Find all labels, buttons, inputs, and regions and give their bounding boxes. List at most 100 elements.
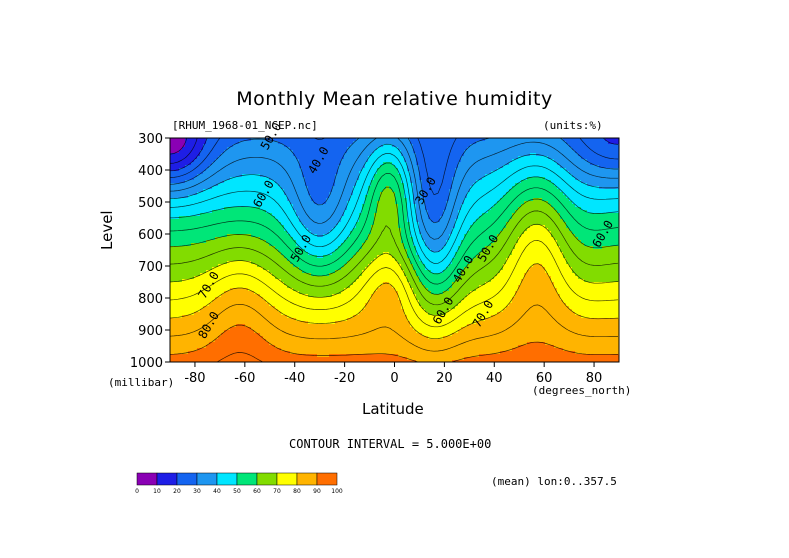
field-cell — [185, 180, 189, 184]
field-cell — [173, 147, 177, 151]
field-cell — [347, 306, 351, 310]
field-cell — [278, 210, 282, 214]
field-cell — [341, 177, 345, 181]
field-cell — [188, 315, 192, 319]
field-cell — [296, 222, 300, 226]
field-cell — [221, 288, 225, 292]
field-cell — [278, 186, 282, 190]
field-cell — [203, 216, 207, 220]
field-cell — [248, 192, 252, 196]
field-cell — [218, 267, 222, 271]
field-cell — [329, 336, 333, 340]
field-cell — [218, 210, 222, 214]
field-cell — [323, 306, 327, 310]
field-cell — [296, 264, 300, 268]
field-cell — [227, 360, 231, 362]
field-cell — [365, 333, 369, 337]
field-cell — [200, 138, 204, 142]
field-cell — [173, 138, 177, 142]
field-cell — [356, 249, 360, 253]
field-cell — [254, 186, 258, 190]
field-cell — [308, 174, 312, 178]
field-cell — [263, 288, 267, 292]
field-cell — [242, 345, 246, 349]
field-cell — [272, 330, 276, 334]
field-cell — [239, 159, 243, 163]
field-cell — [344, 189, 348, 193]
field-cell — [197, 273, 201, 277]
field-cell — [350, 138, 354, 142]
field-cell — [203, 282, 207, 286]
field-cell — [191, 204, 195, 208]
field-cell — [344, 306, 348, 310]
field-cell — [254, 330, 258, 334]
field-cell — [368, 147, 372, 151]
field-cell — [341, 285, 345, 289]
field-cell — [320, 264, 324, 268]
field-cell — [350, 357, 354, 361]
field-cell — [287, 321, 291, 325]
field-cell — [275, 192, 279, 196]
field-cell — [260, 228, 264, 232]
field-cell — [203, 357, 207, 361]
field-cell — [320, 243, 324, 247]
field-cell — [335, 183, 339, 187]
field-cell — [173, 321, 177, 325]
field-cell — [362, 168, 366, 172]
field-cell — [341, 360, 345, 362]
field-cell — [227, 312, 231, 316]
field-cell — [365, 321, 369, 325]
field-cell — [290, 177, 294, 181]
field-cell — [293, 249, 297, 253]
field-cell — [272, 168, 276, 172]
field-cell — [251, 300, 255, 304]
field-cell — [239, 228, 243, 232]
field-cell — [236, 339, 240, 343]
field-cell — [248, 300, 252, 304]
field-cell — [296, 258, 300, 262]
field-cell — [320, 318, 324, 322]
field-cell — [191, 156, 195, 160]
field-cell — [215, 177, 219, 181]
field-cell — [212, 336, 216, 340]
field-cell — [350, 174, 354, 178]
field-cell — [194, 294, 198, 298]
field-cell — [344, 231, 348, 235]
field-cell — [320, 231, 324, 235]
field-cell — [314, 192, 318, 196]
field-cell — [269, 348, 273, 352]
field-cell — [329, 153, 333, 157]
field-cell — [311, 225, 315, 229]
field-cell — [212, 189, 216, 193]
field-cell — [311, 156, 315, 160]
field-cell — [326, 177, 330, 181]
field-cell — [257, 174, 261, 178]
field-cell — [191, 342, 195, 346]
field-cell — [299, 168, 303, 172]
field-cell — [323, 336, 327, 340]
field-cell — [311, 327, 315, 331]
field-cell — [302, 219, 306, 223]
field-cell — [233, 342, 237, 346]
field-cell — [281, 234, 285, 238]
field-cell — [230, 348, 234, 352]
field-cell — [344, 213, 348, 217]
field-cell — [302, 264, 306, 268]
field-cell — [347, 243, 351, 247]
field-cell — [356, 321, 360, 325]
field-cell — [212, 273, 216, 277]
field-cell — [236, 138, 240, 142]
field-cell — [170, 183, 174, 187]
field-cell — [266, 324, 270, 328]
field-cell — [173, 279, 177, 283]
field-cell — [185, 237, 189, 241]
field-cell — [197, 147, 201, 151]
field-cell — [341, 342, 345, 346]
field-cell — [212, 165, 216, 169]
field-cell — [281, 354, 285, 358]
field-cell — [170, 258, 174, 262]
field-cell — [173, 165, 177, 169]
field-cell — [194, 144, 198, 148]
field-cell — [176, 339, 180, 343]
field-cell — [230, 165, 234, 169]
